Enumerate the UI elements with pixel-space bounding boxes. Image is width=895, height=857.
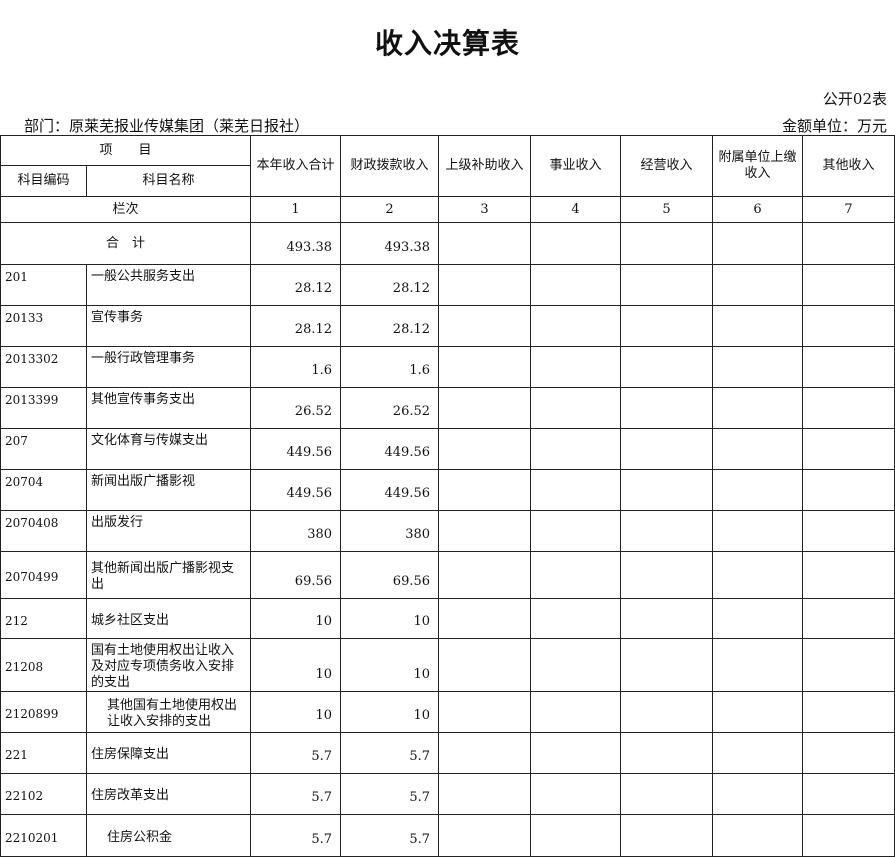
- table-row: 2013302 一般行政管理事务 1.6 1.6: [0, 346, 895, 388]
- table-row: 22102 住房改革支出 5.7 5.7: [0, 773, 895, 815]
- total-income-value: 1.6: [250, 346, 342, 388]
- subject-code: 21208: [0, 638, 87, 692]
- fiscal-appropriation-value: 5.7: [340, 732, 440, 774]
- table-row: 20133 宣传事务 28.12 28.12: [0, 305, 895, 347]
- total-income-value: 5.7: [250, 814, 342, 857]
- total-income-value: 69.56: [250, 551, 342, 599]
- subject-name: 住房改革支出: [85, 773, 252, 815]
- fiscal-appropriation-value: 380: [340, 510, 440, 552]
- page-title: 收入决算表: [374, 27, 520, 60]
- table-row: 207 文化体育与传媒支出 449.56 449.56: [0, 428, 895, 470]
- table-row: 2120899 其他国有土地使用权出让收入安排的支出 10 10: [0, 691, 895, 733]
- subject-code: 2070499: [0, 551, 87, 599]
- total-income-value: 5.7: [250, 773, 342, 815]
- column-number: 3: [438, 196, 532, 223]
- subject-name: 其他宣传事务支出: [85, 387, 252, 429]
- fiscal-appropriation-value: 449.56: [340, 428, 440, 470]
- subject-code: 2013302: [0, 346, 87, 388]
- fiscal-appropriation-value: 1.6: [340, 346, 440, 388]
- subject-name: 文化体育与传媒支出: [85, 428, 252, 470]
- fiscal-appropriation-value: 26.52: [340, 387, 440, 429]
- total-income-value: 449.56: [250, 469, 342, 511]
- subject-code: 20133: [0, 305, 87, 347]
- subject-name: 国有土地使用权出让收入及对应专项债务收入安排的支出: [85, 638, 252, 692]
- header-col-6: 附属单位上缴收入: [712, 135, 804, 197]
- subject-name: 新闻出版广播影视: [85, 469, 252, 511]
- total-income-value: 5.7: [250, 732, 342, 774]
- subject-code: 221: [0, 732, 87, 774]
- column-number: 1: [250, 196, 342, 223]
- column-number: 7: [802, 196, 895, 223]
- subject-name: 一般行政管理事务: [85, 346, 252, 388]
- table-row: 221 住房保障支出 5.7 5.7: [0, 732, 895, 774]
- subject-code: 22102: [0, 773, 87, 815]
- table-row: 2013399 其他宣传事务支出 26.52 26.52: [0, 387, 895, 429]
- subject-code: 2210201: [0, 814, 87, 857]
- column-index-label: 栏次: [0, 196, 252, 223]
- table-row: 201 一般公共服务支出 28.12 28.12: [0, 264, 895, 306]
- column-number: 4: [530, 196, 622, 223]
- subject-code: 212: [0, 598, 87, 639]
- header-col-3: 上级补助收入: [438, 135, 532, 197]
- department-label: 部门：原莱芜报业传媒集团（莱芜日报社）: [24, 117, 310, 135]
- table-row: 21208 国有土地使用权出让收入及对应专项债务收入安排的支出 10 10: [0, 638, 895, 692]
- total-income-value: 10: [250, 638, 342, 692]
- table-row: 2210201 住房公积金 5.7 5.7: [0, 814, 895, 857]
- header-col-7: 其他收入: [802, 135, 895, 197]
- total-value: 493.38: [340, 222, 440, 265]
- table-row: 2070499 其他新闻出版广播影视支出 69.56 69.56: [0, 551, 895, 599]
- fiscal-appropriation-value: 10: [340, 691, 440, 733]
- subject-name: 其他国有土地使用权出让收入安排的支出: [85, 691, 252, 733]
- header-col-4: 事业收入: [530, 135, 622, 197]
- subject-code: 207: [0, 428, 87, 470]
- fiscal-appropriation-value: 69.56: [340, 551, 440, 599]
- total-income-value: 10: [250, 598, 342, 639]
- total-income-value: 28.12: [250, 264, 342, 306]
- total-label: 合 计: [0, 222, 252, 265]
- total-income-value: 10: [250, 691, 342, 733]
- total-income-value: 380: [250, 510, 342, 552]
- subject-code: 2120899: [0, 691, 87, 733]
- subject-name: 城乡社区支出: [85, 598, 252, 639]
- subject-name: 一般公共服务支出: [85, 264, 252, 306]
- unit-label: 金额单位：万元: [781, 117, 887, 135]
- fiscal-appropriation-value: 10: [340, 598, 440, 639]
- fiscal-appropriation-value: 449.56: [340, 469, 440, 511]
- column-number: 2: [340, 196, 440, 223]
- total-income-value: 449.56: [250, 428, 342, 470]
- total-income-value: 28.12: [250, 305, 342, 347]
- header-col-5: 经营收入: [620, 135, 714, 197]
- header-item: 项 目: [0, 135, 252, 166]
- table-row: 20704 新闻出版广播影视 449.56 449.56: [0, 469, 895, 511]
- header-col-2: 财政拨款收入: [340, 135, 440, 197]
- header-code: 科目编码: [0, 165, 87, 197]
- fiscal-appropriation-value: 10: [340, 638, 440, 692]
- header-name: 科目名称: [85, 165, 252, 197]
- column-number: 5: [620, 196, 714, 223]
- subject-name: 其他新闻出版广播影视支出: [85, 551, 252, 599]
- subject-name: 宣传事务: [85, 305, 252, 347]
- total-value: 493.38: [250, 222, 342, 265]
- table-number: 公开02表: [822, 90, 887, 108]
- table-row: 212 城乡社区支出 10 10: [0, 598, 895, 639]
- income-table: 项 目 本年收入合计 财政拨款收入 上级补助收入 事业收入 经营收入 附属单位上…: [0, 135, 895, 857]
- subject-code: 2070408: [0, 510, 87, 552]
- subject-name: 出版发行: [85, 510, 252, 552]
- fiscal-appropriation-value: 28.12: [340, 305, 440, 347]
- fiscal-appropriation-value: 28.12: [340, 264, 440, 306]
- subject-code: 2013399: [0, 387, 87, 429]
- subject-name: 住房保障支出: [85, 732, 252, 774]
- fiscal-appropriation-value: 5.7: [340, 773, 440, 815]
- subject-code: 20704: [0, 469, 87, 511]
- header-col-1: 本年收入合计: [250, 135, 342, 197]
- column-number: 6: [712, 196, 804, 223]
- subject-code: 201: [0, 264, 87, 306]
- total-income-value: 26.52: [250, 387, 342, 429]
- table-row: 2070408 出版发行 380 380: [0, 510, 895, 552]
- fiscal-appropriation-value: 5.7: [340, 814, 440, 857]
- subject-name: 住房公积金: [85, 814, 252, 857]
